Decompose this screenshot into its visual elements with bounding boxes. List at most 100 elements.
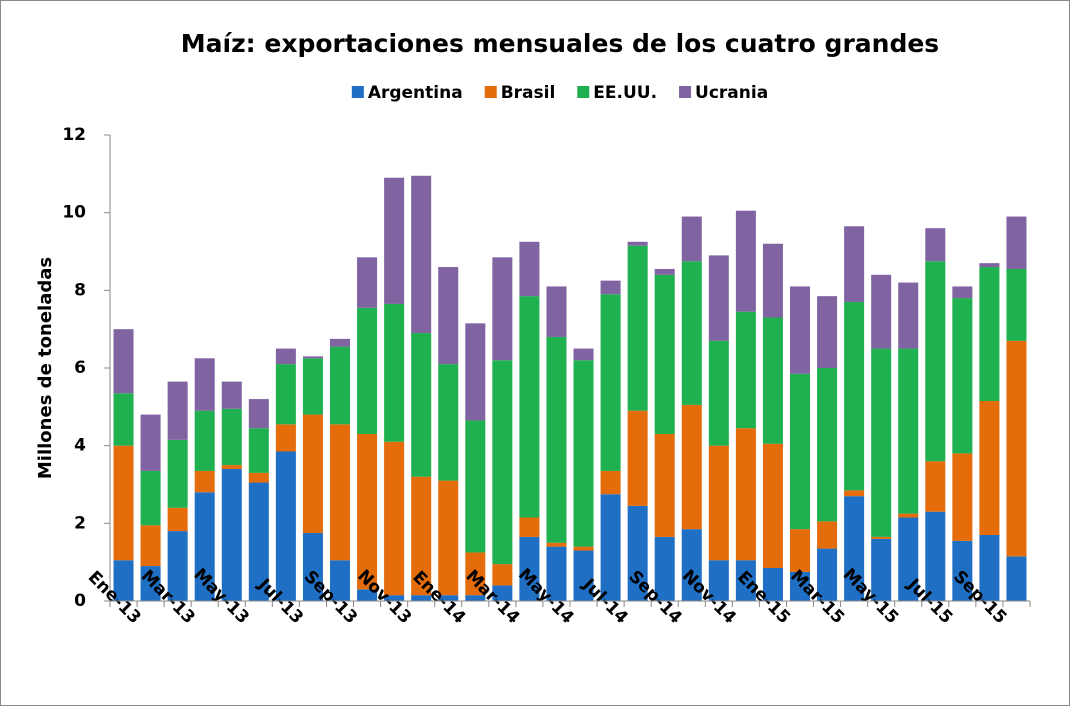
bar-segment [438, 267, 459, 365]
bar-segment [844, 490, 865, 497]
bar-segment [492, 585, 513, 601]
bar-segment [194, 410, 215, 471]
bar-segment [627, 505, 648, 601]
legend-swatch [484, 86, 497, 98]
bar-segment [871, 536, 892, 539]
bar-segment [167, 531, 188, 601]
y-tick-label: 10 [62, 203, 86, 223]
bar-segment [302, 414, 323, 534]
legend-swatch [679, 86, 692, 98]
bar-segment [167, 439, 188, 508]
bar-segment [411, 595, 432, 601]
bar-segment [546, 546, 567, 601]
bar-segment [817, 548, 838, 601]
bar-segment [627, 245, 648, 411]
bar-segment [411, 476, 432, 596]
bar-segment [762, 317, 783, 444]
y-tick-label: 0 [74, 591, 86, 611]
bar-segment [194, 470, 215, 493]
bar-segment [789, 571, 811, 601]
bar-segment [438, 364, 459, 481]
bar-segment [329, 560, 351, 601]
bar-segment [302, 533, 323, 601]
bar-segment [465, 552, 486, 596]
bar-segment [681, 216, 702, 262]
bar-segment [248, 482, 269, 601]
bar-segment [384, 441, 405, 596]
bar-segment [681, 261, 702, 405]
bar-segment [789, 529, 811, 572]
bar-segment [357, 434, 378, 590]
bar-segment [925, 261, 946, 462]
legend-item: Brasil [484, 83, 556, 103]
bar-segment [762, 567, 783, 601]
bar-segment [465, 595, 486, 601]
bar-segment [411, 333, 432, 477]
bar-segment [600, 294, 621, 471]
bar-segment [221, 468, 242, 601]
bar-segment [465, 420, 486, 553]
bar-segment [844, 301, 865, 491]
bar-segment [735, 560, 756, 601]
legend-swatch [577, 86, 590, 98]
bar-segment [762, 243, 783, 318]
legend-label: Brasil [501, 83, 556, 103]
bar-segment [221, 381, 242, 409]
bar-segment [357, 257, 378, 308]
bar-segment [194, 492, 215, 601]
bar-segment [492, 564, 513, 586]
bar-segment [979, 267, 1000, 402]
bar-segment [627, 241, 648, 246]
bar-segment [1006, 268, 1027, 341]
bar-segment [167, 507, 188, 532]
bar-segment [248, 428, 269, 473]
bar-segment [113, 393, 134, 446]
legend-label: Argentina [368, 83, 463, 103]
bar-segment [898, 517, 919, 601]
bar-segment [438, 595, 459, 601]
bar-segment [573, 550, 594, 601]
bar-segment [140, 414, 161, 471]
bar-segment [113, 329, 134, 394]
legend-item: EE.UU. [577, 83, 657, 103]
bar-segment [952, 298, 973, 454]
bar-segment [140, 525, 161, 567]
bar-segment [817, 521, 838, 549]
bar-segment [329, 346, 351, 425]
bar-segment [275, 348, 296, 365]
bar-segment [357, 589, 378, 601]
bar-segment [140, 470, 161, 526]
bar-segment [898, 282, 919, 349]
bar-segment [384, 303, 405, 442]
bar-segment [546, 542, 567, 547]
bar-segment [411, 175, 432, 334]
bar-segment [519, 241, 540, 297]
legend-label: EE.UU. [593, 83, 657, 103]
bar-segment [465, 323, 486, 421]
bar-segment [519, 296, 540, 518]
bar-segment [248, 399, 269, 429]
bar-segment [735, 428, 756, 561]
bar-segment [302, 356, 323, 359]
bar-segment [654, 274, 675, 435]
bar-segment [357, 307, 378, 435]
bar-segment [952, 540, 973, 601]
chart-title: Maíz: exportaciones mensuales de los cua… [181, 29, 939, 58]
bar-segment [275, 364, 296, 425]
bar-segment [844, 226, 865, 302]
legend-item: Argentina [351, 83, 463, 103]
bar-segment [546, 286, 567, 337]
bar-segment [708, 255, 729, 341]
y-tick-label: 2 [74, 513, 86, 533]
bar-segment [194, 358, 215, 411]
bar-segment [979, 534, 1000, 601]
bar-segment [221, 465, 242, 469]
legend: Argentina Brasil EE.UU. Ucrania [351, 83, 768, 103]
bar-segment [654, 536, 675, 601]
bar-segment [817, 296, 838, 368]
bar-segment [302, 358, 323, 415]
bar-segment [871, 274, 892, 349]
bar-segment [871, 538, 892, 601]
y-tick-label: 4 [74, 436, 86, 456]
bar-segment [654, 268, 675, 275]
